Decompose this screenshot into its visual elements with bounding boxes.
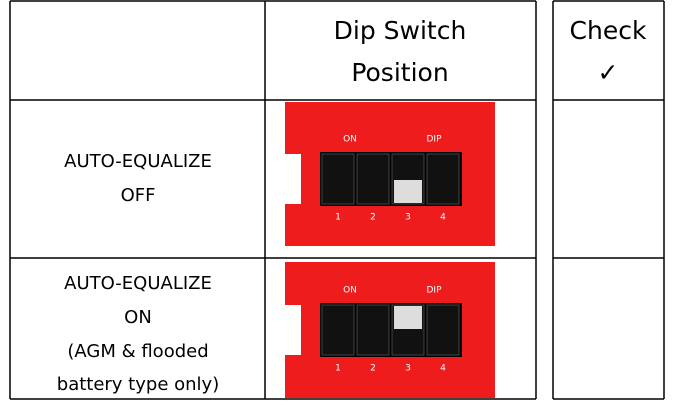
switch-number: 2 (370, 213, 376, 223)
header-text: Dip Switch (334, 16, 467, 45)
switch-label: ON (343, 286, 357, 296)
switch-slot (356, 304, 390, 356)
row-label: (AGM & flooded (67, 341, 208, 362)
switch-number: 2 (370, 364, 376, 374)
switch-number: 1 (335, 213, 341, 223)
switch-slot (426, 304, 460, 356)
table-grid (9, 0, 665, 400)
row-label: ON (124, 307, 152, 328)
switch-slot (426, 153, 460, 205)
header-text: Position (351, 58, 448, 87)
switch-number: 4 (440, 213, 446, 223)
row-label: AUTO-EQUALIZE (64, 273, 212, 294)
row-label: battery type only) (57, 374, 219, 395)
row-label: AUTO-EQUALIZE (64, 151, 212, 172)
switch-slot (321, 304, 355, 356)
switch-slot (321, 153, 355, 205)
switch-label: DIP (426, 286, 442, 296)
switch-label: ON (343, 135, 357, 145)
notch (285, 305, 301, 355)
switch-number: 4 (440, 364, 446, 374)
switch-lever (394, 180, 422, 203)
switch-slot (356, 153, 390, 205)
notch (285, 154, 301, 204)
switch-lever (394, 306, 422, 329)
switch-number: 3 (405, 364, 411, 374)
switch-number: 3 (405, 213, 411, 223)
check-mark: ✓ (598, 58, 619, 87)
row-label: OFF (121, 185, 156, 206)
switch-number: 1 (335, 364, 341, 374)
header-text: Check (570, 16, 647, 45)
switch-label: DIP (426, 135, 442, 145)
